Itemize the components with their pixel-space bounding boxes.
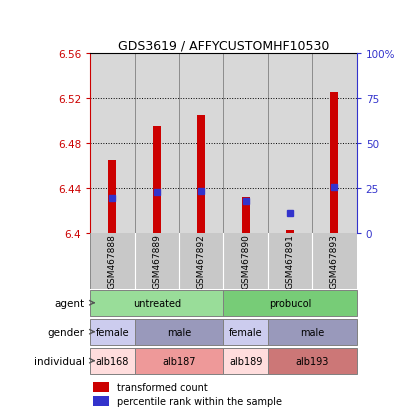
Text: female: female <box>95 327 129 337</box>
Text: alb193: alb193 <box>295 356 328 366</box>
Text: female: female <box>228 327 262 337</box>
Bar <box>267 320 356 345</box>
Bar <box>330 93 338 233</box>
Bar <box>90 54 134 233</box>
Bar <box>90 291 223 316</box>
Text: individual: individual <box>34 356 85 366</box>
Bar <box>134 320 223 345</box>
Bar <box>134 349 223 374</box>
Bar <box>267 349 356 374</box>
Text: GSM467891: GSM467891 <box>285 234 294 289</box>
Bar <box>179 54 223 233</box>
Bar <box>90 349 134 374</box>
Bar <box>153 127 160 233</box>
Text: GSM467888: GSM467888 <box>108 234 117 289</box>
Text: GSM467892: GSM467892 <box>196 234 205 289</box>
Bar <box>134 54 179 233</box>
Bar <box>241 197 249 233</box>
Bar <box>285 230 293 233</box>
Text: percentile rank within the sample: percentile rank within the sample <box>117 396 281 406</box>
Bar <box>93 396 109 406</box>
Bar <box>197 116 205 233</box>
Text: GSM467893: GSM467893 <box>329 234 338 289</box>
Text: GSM467890: GSM467890 <box>240 234 249 289</box>
Bar <box>223 349 267 374</box>
Text: transformed count: transformed count <box>117 382 207 392</box>
Bar <box>108 160 116 233</box>
Text: probucol: probucol <box>268 298 310 308</box>
Text: agent: agent <box>55 298 85 308</box>
Text: alb189: alb189 <box>228 356 262 366</box>
Bar <box>267 54 312 233</box>
Bar <box>90 320 134 345</box>
Bar <box>223 291 356 316</box>
Bar <box>93 382 109 392</box>
Text: alb168: alb168 <box>95 356 129 366</box>
Text: male: male <box>299 327 324 337</box>
Title: GDS3619 / AFFYCUSTOMHF10530: GDS3619 / AFFYCUSTOMHF10530 <box>117 40 328 52</box>
Text: gender: gender <box>48 327 85 337</box>
Bar <box>223 54 267 233</box>
Text: GSM467889: GSM467889 <box>152 234 161 289</box>
Bar <box>223 320 267 345</box>
Text: untreated: untreated <box>133 298 180 308</box>
Text: alb187: alb187 <box>162 356 196 366</box>
Text: male: male <box>166 327 191 337</box>
Bar <box>312 54 356 233</box>
